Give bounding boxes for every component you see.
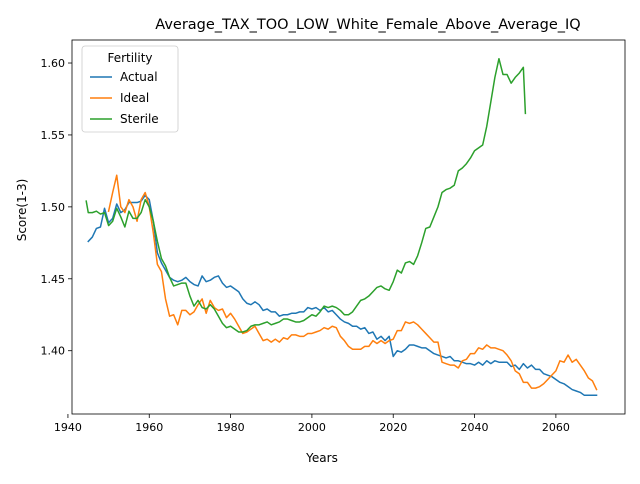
x-tick-label: 2020 [379,421,407,434]
x-axis-label: Years [305,451,338,465]
legend-label-actual: Actual [120,70,158,84]
series-line-ideal [107,174,598,391]
x-tick-label: 1960 [135,421,163,434]
x-axis: 1940 1960 1980 2000 2020 2040 2060 [54,414,570,434]
legend-title: Fertility [107,51,152,65]
legend-label-sterile: Sterile [120,112,159,126]
y-axis-label: Score(1-3) [15,179,29,242]
legend-label-ideal: Ideal [120,91,149,105]
y-tick-label: 1.45 [41,273,66,286]
y-tick-label: 1.60 [41,57,66,70]
y-tick-label: 1.40 [41,345,66,358]
plot-frame [71,39,626,415]
y-axis: 1.40 1.45 1.50 1.55 1.60 [41,57,72,358]
x-tick-label: 2040 [461,421,489,434]
y-tick-label: 1.55 [41,129,66,142]
x-tick-label: 2000 [298,421,326,434]
chart-title: Average_TAX_TOO_LOW_White_Female_Above_A… [155,17,580,33]
legend-box [81,45,179,133]
x-tick-label: 1940 [54,421,82,434]
y-tick-label: 1.50 [41,201,66,214]
series-line-sterile [85,57,527,333]
legend: Fertility Actual Ideal Sterile [81,45,179,133]
plot-area [71,39,626,415]
series-layer [85,57,598,397]
x-tick-label: 2060 [542,421,570,434]
series-line-actual [87,194,598,397]
x-tick-label: 1980 [217,421,245,434]
